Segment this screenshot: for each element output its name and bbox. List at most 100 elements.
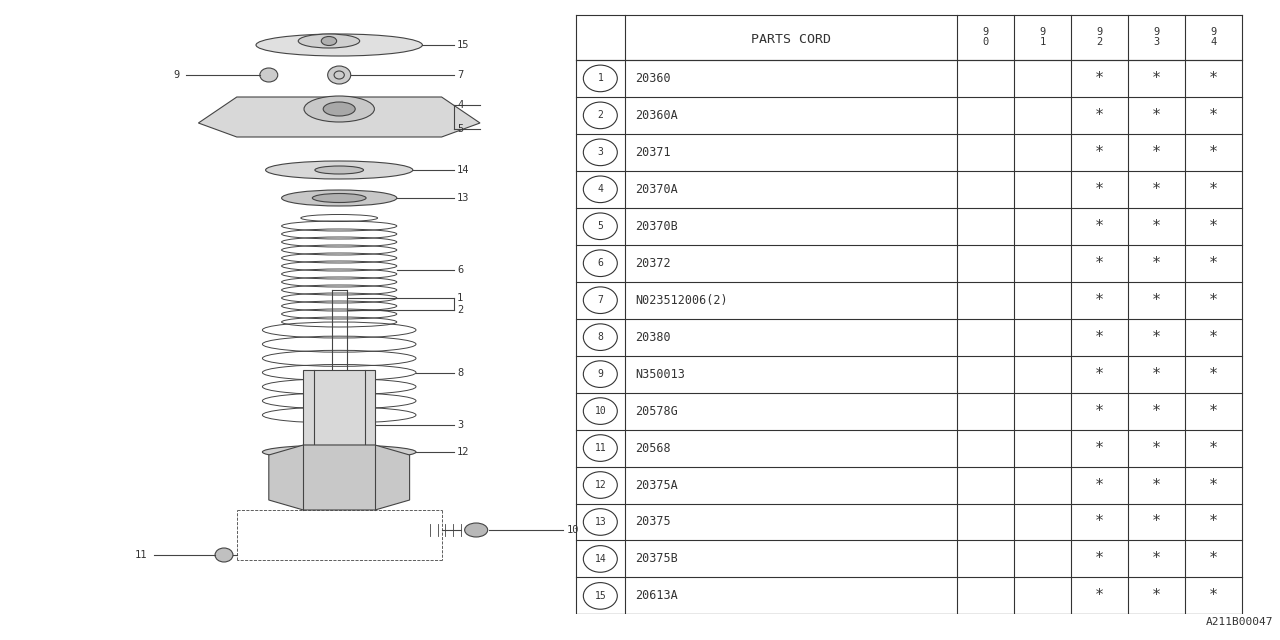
Text: *: * [1094, 515, 1105, 529]
Text: 20375: 20375 [635, 515, 671, 529]
Text: 14: 14 [457, 165, 470, 175]
Text: 20375B: 20375B [635, 552, 677, 566]
Text: 12: 12 [457, 447, 470, 457]
Text: 20360A: 20360A [635, 109, 677, 122]
Ellipse shape [312, 193, 366, 202]
Text: 15: 15 [594, 591, 607, 601]
Text: *: * [1152, 330, 1161, 345]
Text: *: * [1094, 219, 1105, 234]
Ellipse shape [324, 102, 356, 116]
Text: *: * [1152, 292, 1161, 308]
Text: *: * [1094, 292, 1105, 308]
Text: *: * [1152, 145, 1161, 160]
Text: *: * [1208, 71, 1217, 86]
Text: *: * [1094, 145, 1105, 160]
Text: *: * [1094, 71, 1105, 86]
Text: *: * [1152, 440, 1161, 456]
Text: 8: 8 [598, 332, 603, 342]
Text: *: * [1208, 477, 1217, 493]
Text: 13: 13 [594, 517, 607, 527]
Text: *: * [1152, 256, 1161, 271]
Polygon shape [198, 97, 480, 137]
Text: 9
1: 9 1 [1039, 28, 1046, 47]
Text: *: * [1094, 367, 1105, 381]
Text: 13: 13 [457, 193, 470, 203]
Text: 4: 4 [598, 184, 603, 195]
Text: *: * [1208, 404, 1217, 419]
Text: *: * [1208, 292, 1217, 308]
Text: 11: 11 [594, 443, 607, 453]
Text: 9
2: 9 2 [1097, 28, 1102, 47]
Text: N023512006(2): N023512006(2) [635, 294, 727, 307]
Ellipse shape [305, 96, 375, 122]
Text: 7: 7 [457, 70, 463, 80]
Text: 20370B: 20370B [635, 220, 677, 233]
Text: 1: 1 [457, 293, 463, 303]
Text: PARTS CORD: PARTS CORD [751, 33, 831, 46]
Text: *: * [1208, 182, 1217, 197]
Text: *: * [1208, 440, 1217, 456]
Text: 20375A: 20375A [635, 479, 677, 492]
Text: 5: 5 [457, 124, 463, 134]
Text: 8: 8 [457, 367, 463, 378]
Ellipse shape [262, 445, 416, 459]
Text: *: * [1094, 477, 1105, 493]
Text: 10: 10 [594, 406, 607, 416]
Text: N350013: N350013 [635, 367, 685, 381]
Text: 3: 3 [598, 147, 603, 157]
Text: 6: 6 [457, 265, 463, 275]
Text: A211B00047: A211B00047 [1206, 617, 1274, 627]
Text: 9
3: 9 3 [1153, 28, 1160, 47]
Text: 14: 14 [594, 554, 607, 564]
Text: 11: 11 [134, 550, 147, 560]
Ellipse shape [282, 190, 397, 206]
Text: 7: 7 [598, 295, 603, 305]
Text: 9: 9 [598, 369, 603, 379]
Ellipse shape [330, 419, 349, 431]
Text: *: * [1094, 440, 1105, 456]
Ellipse shape [256, 34, 422, 56]
Text: *: * [1208, 588, 1217, 604]
Text: *: * [1208, 108, 1217, 123]
Text: 2: 2 [457, 305, 463, 315]
Text: *: * [1208, 219, 1217, 234]
Text: 5: 5 [598, 221, 603, 231]
Text: 6: 6 [598, 258, 603, 268]
Text: 2: 2 [598, 110, 603, 120]
Text: *: * [1208, 145, 1217, 160]
Text: 20568: 20568 [635, 442, 671, 454]
Text: 20613A: 20613A [635, 589, 677, 602]
Text: *: * [1094, 182, 1105, 197]
Text: *: * [1152, 552, 1161, 566]
Text: *: * [1094, 108, 1105, 123]
Text: *: * [1152, 71, 1161, 86]
Text: 20372: 20372 [635, 257, 671, 269]
Ellipse shape [215, 548, 233, 562]
Text: *: * [1094, 256, 1105, 271]
Text: 15: 15 [457, 40, 470, 50]
Text: 9
0: 9 0 [983, 28, 989, 47]
Text: *: * [1152, 182, 1161, 197]
Text: 10: 10 [567, 525, 580, 535]
Text: *: * [1094, 552, 1105, 566]
Text: *: * [1208, 330, 1217, 345]
Text: *: * [1152, 219, 1161, 234]
Text: 9
4: 9 4 [1210, 28, 1216, 47]
Ellipse shape [465, 523, 488, 537]
Text: 20370A: 20370A [635, 183, 677, 196]
Text: 20360: 20360 [635, 72, 671, 85]
Text: *: * [1152, 588, 1161, 604]
Text: *: * [1208, 256, 1217, 271]
Text: 20380: 20380 [635, 331, 671, 344]
Text: 12: 12 [594, 480, 607, 490]
Polygon shape [269, 445, 410, 510]
Ellipse shape [298, 34, 360, 48]
Ellipse shape [321, 36, 337, 45]
Ellipse shape [321, 449, 357, 455]
FancyBboxPatch shape [303, 370, 375, 445]
Ellipse shape [328, 66, 351, 84]
Text: *: * [1152, 367, 1161, 381]
Text: *: * [1094, 330, 1105, 345]
Ellipse shape [325, 408, 353, 426]
Text: *: * [1152, 515, 1161, 529]
